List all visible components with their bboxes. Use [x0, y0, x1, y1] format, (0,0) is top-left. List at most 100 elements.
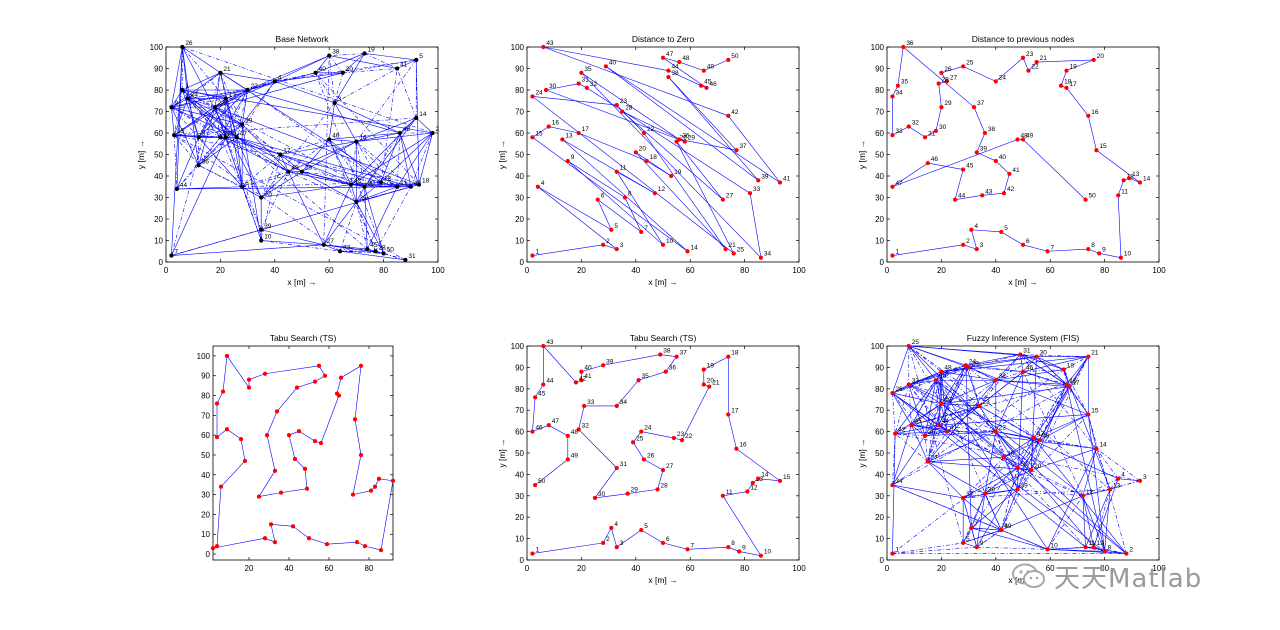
node-point: [620, 109, 625, 114]
node-point: [1067, 384, 1072, 389]
node-label: 7: [974, 521, 978, 528]
edge: [545, 83, 579, 91]
node-label: 15: [535, 130, 543, 137]
node-point: [750, 480, 755, 486]
node-label: 25: [636, 435, 644, 442]
edge: [567, 160, 626, 198]
x-tick-label: 40: [991, 266, 1000, 275]
node-label: 31: [408, 253, 416, 260]
edge: [908, 384, 948, 432]
node-point: [993, 79, 998, 84]
edge: [925, 431, 947, 437]
node-label: 18: [650, 154, 658, 161]
edge: [364, 182, 381, 188]
edge: [260, 171, 289, 198]
edge: [1093, 489, 1111, 548]
edge: [1003, 457, 1018, 469]
edge: [703, 356, 729, 370]
edge: [329, 139, 357, 142]
edge: [1001, 495, 1083, 531]
node-point: [316, 363, 322, 368]
edge: [334, 102, 401, 134]
y-tick-label: 0: [880, 556, 885, 565]
node-label: 34: [229, 130, 237, 137]
x-tick-label: 40: [991, 564, 1000, 573]
edge: [288, 171, 352, 185]
node-label: 24: [644, 425, 652, 432]
edge: [995, 431, 1034, 439]
node-point: [1124, 551, 1129, 556]
node-label: 21: [712, 380, 720, 387]
edge: [1017, 469, 1032, 490]
edge: [927, 431, 996, 462]
node-point: [682, 139, 687, 144]
x-tick-label: 0: [164, 266, 169, 275]
node-point: [993, 378, 998, 383]
y-tick-label: 10: [875, 535, 884, 544]
node-point: [734, 446, 739, 451]
node-point: [535, 184, 541, 189]
node-point: [609, 525, 614, 531]
edge: [274, 72, 316, 82]
node-label: 3: [620, 540, 624, 547]
edge: [895, 431, 947, 435]
node-point: [974, 246, 979, 252]
edge: [973, 107, 986, 134]
edge: [340, 365, 362, 378]
x-tick-label: 100: [1152, 266, 1166, 275]
node-label: 38: [332, 49, 340, 56]
edge: [892, 435, 926, 486]
node-point: [530, 135, 535, 140]
edge: [679, 139, 737, 151]
edge: [308, 537, 328, 545]
node-label: 22: [251, 83, 259, 90]
edge: [356, 182, 382, 203]
y-tick-label: 20: [154, 215, 163, 224]
node-label: 31: [928, 130, 936, 137]
edge: [364, 53, 398, 69]
edge: [537, 186, 617, 250]
node-point: [758, 255, 764, 260]
edge: [1022, 371, 1084, 496]
node-point: [354, 540, 360, 545]
edge: [995, 57, 1024, 82]
node-point: [223, 135, 228, 140]
edge: [941, 379, 996, 405]
node-label: 49: [291, 165, 299, 172]
edge: [334, 68, 398, 104]
edge: [198, 164, 243, 188]
node-point: [1086, 113, 1091, 118]
edge: [1000, 489, 1018, 531]
node-point: [701, 382, 706, 387]
node-label: 42: [1007, 186, 1015, 193]
edge: [236, 124, 243, 138]
node-point: [224, 427, 230, 432]
edge: [1082, 478, 1119, 497]
edge: [976, 493, 986, 548]
x-tick-label: 60: [325, 564, 334, 573]
edge: [288, 171, 357, 203]
node-label: 31: [582, 77, 590, 84]
plot-area: [212, 345, 394, 561]
node-point: [777, 180, 783, 185]
node-label: 36: [1007, 450, 1015, 457]
edge: [1022, 369, 1064, 372]
node-label: 27: [666, 463, 674, 470]
node-point: [397, 130, 403, 136]
node-point: [936, 423, 941, 428]
node-point: [332, 100, 337, 106]
edge: [662, 542, 688, 550]
edge: [222, 355, 228, 392]
node-label: 9: [1102, 246, 1106, 253]
node-point: [890, 253, 895, 258]
edge: [1096, 448, 1141, 482]
y-tick-label: 20: [875, 215, 884, 224]
edge: [240, 439, 246, 461]
node-label: 19: [1097, 540, 1105, 547]
edge: [198, 89, 248, 138]
y-tick-label: 90: [515, 363, 524, 372]
edge: [979, 405, 1005, 458]
edge: [892, 392, 942, 405]
node-label: 28: [625, 105, 633, 112]
node-point: [999, 527, 1004, 533]
